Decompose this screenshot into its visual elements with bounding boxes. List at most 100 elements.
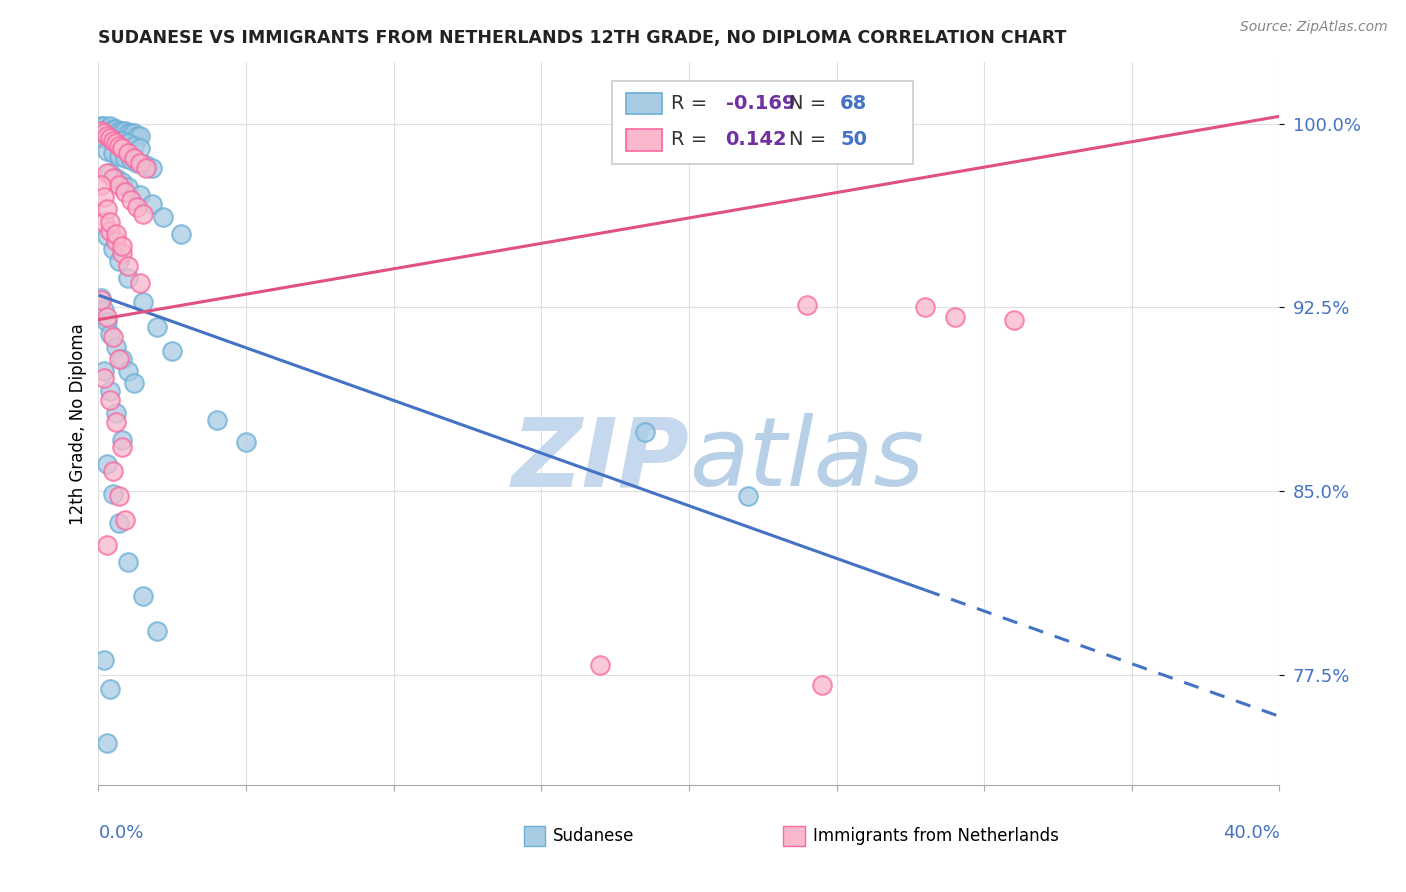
- Point: [93, 127, 115, 141]
- Point: [114, 124, 136, 138]
- Point: [122, 151, 145, 165]
- Point: [162, 344, 183, 359]
- Point: [93, 653, 115, 667]
- Point: [111, 246, 134, 260]
- Point: [105, 340, 128, 354]
- Point: [93, 119, 115, 133]
- Bar: [523, 826, 546, 847]
- Point: [98, 131, 121, 145]
- Point: [108, 351, 131, 366]
- Point: [93, 371, 115, 385]
- Point: [117, 364, 139, 378]
- Point: [122, 376, 145, 391]
- Point: [96, 121, 118, 136]
- Point: [108, 178, 131, 192]
- Point: [146, 624, 169, 638]
- Point: [98, 131, 121, 145]
- Point: [96, 166, 118, 180]
- Point: [125, 156, 148, 170]
- Point: [96, 229, 118, 244]
- Text: 0.142: 0.142: [725, 130, 787, 149]
- Point: [96, 315, 118, 329]
- Point: [170, 227, 193, 241]
- Y-axis label: 12th Grade, No Diploma: 12th Grade, No Diploma: [69, 323, 87, 524]
- Point: [128, 187, 150, 202]
- Point: [796, 298, 818, 312]
- Point: [93, 214, 115, 228]
- Point: [117, 271, 139, 285]
- Point: [141, 161, 163, 175]
- Point: [103, 330, 125, 344]
- Point: [105, 121, 128, 136]
- Polygon shape: [612, 80, 914, 163]
- Text: SUDANESE VS IMMIGRANTS FROM NETHERLANDS 12TH GRADE, NO DIPLOMA CORRELATION CHART: SUDANESE VS IMMIGRANTS FROM NETHERLANDS …: [98, 29, 1067, 47]
- Point: [120, 193, 142, 207]
- Point: [111, 239, 134, 253]
- Point: [103, 242, 125, 256]
- Point: [128, 141, 150, 155]
- Bar: [626, 129, 662, 151]
- Bar: [783, 826, 804, 847]
- Point: [117, 259, 139, 273]
- Point: [98, 393, 121, 408]
- Point: [103, 486, 125, 500]
- Point: [98, 166, 121, 180]
- Point: [98, 682, 121, 697]
- Point: [93, 190, 115, 204]
- Point: [111, 134, 134, 148]
- Point: [737, 489, 759, 503]
- Text: 40.0%: 40.0%: [1223, 824, 1279, 842]
- Point: [111, 141, 134, 155]
- Point: [114, 186, 136, 200]
- Text: ZIP: ZIP: [510, 413, 689, 507]
- Point: [105, 227, 128, 241]
- Point: [114, 151, 136, 165]
- Point: [125, 128, 148, 143]
- Point: [98, 327, 121, 342]
- Point: [108, 489, 131, 503]
- Point: [111, 176, 134, 190]
- Point: [117, 136, 139, 151]
- Point: [120, 153, 142, 168]
- Text: 68: 68: [841, 95, 868, 113]
- Text: 50: 50: [841, 130, 868, 149]
- Point: [235, 435, 257, 450]
- Point: [98, 384, 121, 398]
- Point: [141, 197, 163, 211]
- Text: Source: ZipAtlas.com: Source: ZipAtlas.com: [1240, 20, 1388, 34]
- Text: Immigrants from Netherlands: Immigrants from Netherlands: [813, 827, 1059, 846]
- Text: R =: R =: [671, 95, 714, 113]
- Point: [96, 128, 118, 143]
- Point: [152, 210, 174, 224]
- Point: [96, 736, 118, 750]
- Point: [111, 124, 134, 138]
- Point: [117, 180, 139, 194]
- Point: [108, 516, 131, 530]
- Point: [96, 144, 118, 158]
- Point: [103, 170, 125, 185]
- Point: [93, 131, 115, 145]
- Point: [135, 161, 157, 175]
- Point: [914, 301, 936, 315]
- Point: [125, 200, 148, 214]
- Text: -0.169: -0.169: [725, 95, 794, 113]
- Point: [205, 413, 228, 427]
- Point: [103, 465, 125, 479]
- Point: [634, 114, 657, 128]
- Point: [943, 310, 966, 325]
- Text: 0.0%: 0.0%: [98, 824, 143, 842]
- Point: [96, 457, 118, 471]
- Point: [93, 364, 115, 378]
- Point: [810, 677, 832, 691]
- Point: [122, 138, 145, 153]
- Point: [117, 127, 139, 141]
- Point: [103, 134, 125, 148]
- Point: [105, 406, 128, 420]
- Point: [132, 590, 155, 604]
- Point: [117, 146, 139, 161]
- Point: [105, 234, 128, 248]
- Point: [90, 291, 112, 305]
- Point: [114, 513, 136, 527]
- Point: [105, 170, 128, 185]
- Point: [111, 440, 134, 454]
